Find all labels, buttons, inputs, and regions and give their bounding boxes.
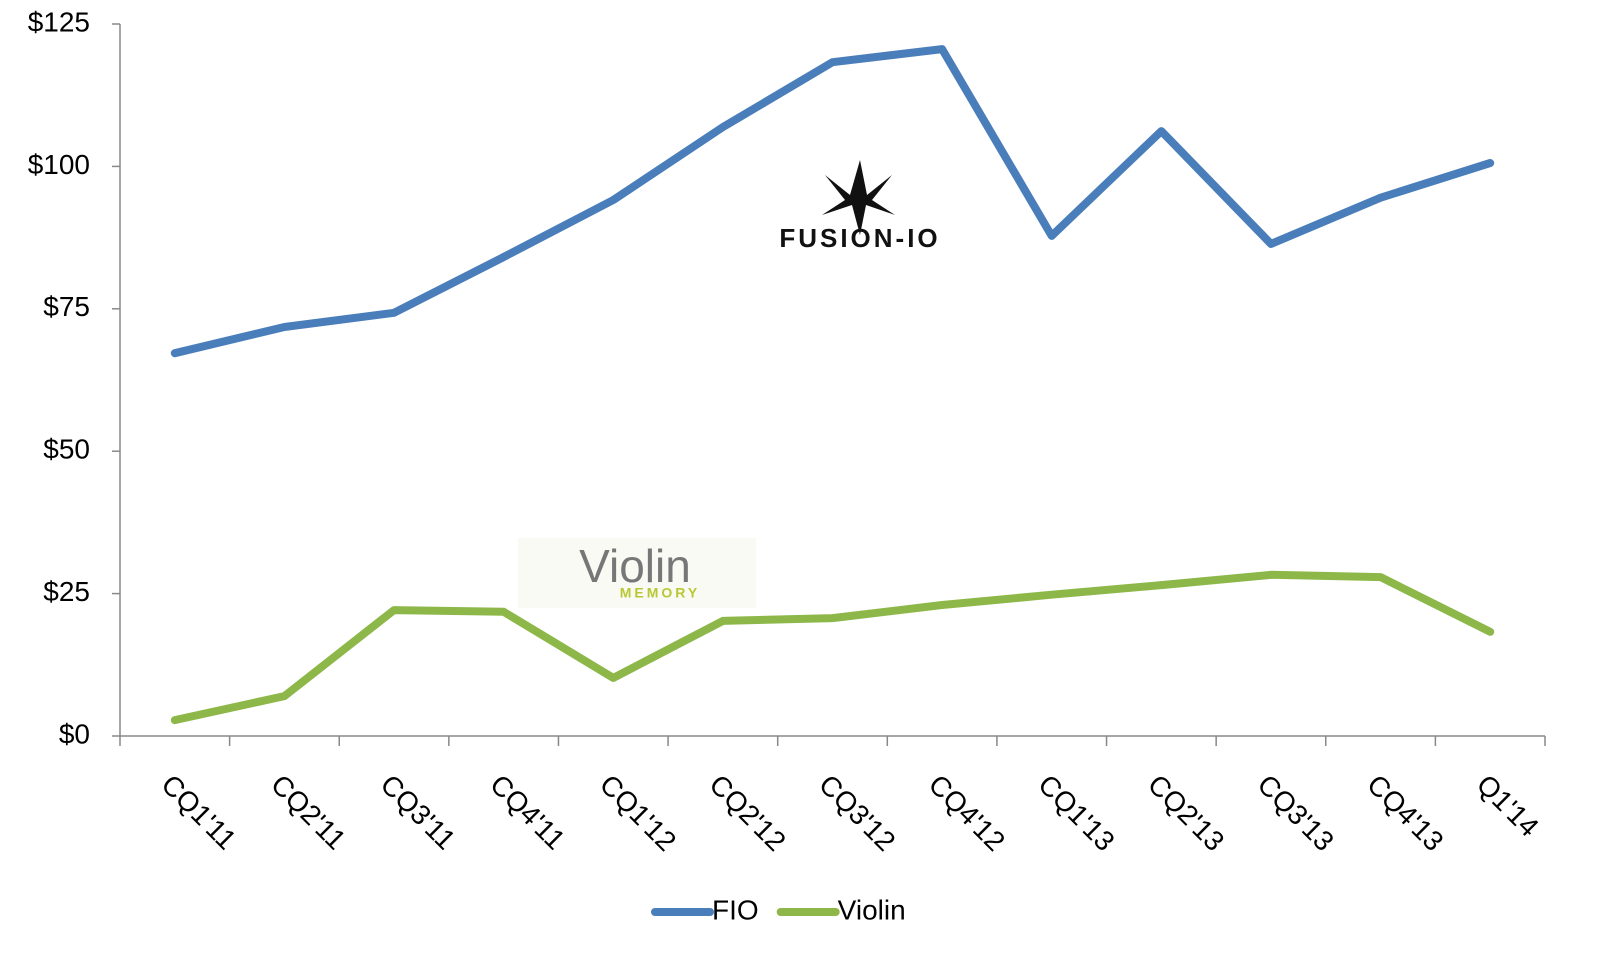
series-line xyxy=(170,570,1495,725)
x-tick-label: CQ3'12 xyxy=(813,769,901,857)
x-tick-label: CQ2'12 xyxy=(703,769,791,857)
x-tick-label: CQ2'13 xyxy=(1142,769,1230,857)
y-tick-label: $100 xyxy=(28,149,90,180)
logo-subtext: MEMORY xyxy=(620,585,700,601)
logo-icon xyxy=(822,160,895,235)
x-tick-label: CQ1'11 xyxy=(155,769,242,856)
x-tick-label: CQ1'13 xyxy=(1032,769,1120,857)
legend-label: FIO xyxy=(712,894,759,925)
y-tick-label: $75 xyxy=(43,291,90,322)
x-tick-label: CQ3'13 xyxy=(1251,769,1339,857)
y-tick-label: $125 xyxy=(28,6,90,37)
x-tick-label: Q1'14 xyxy=(1471,769,1545,843)
logo-text: Violin xyxy=(579,540,691,592)
legend-item: Violin xyxy=(776,894,906,925)
series-line xyxy=(170,45,1495,358)
violin-logo: Violin MEMORY xyxy=(518,538,756,608)
legend-label: Violin xyxy=(838,894,906,925)
fusion-io-logo: FUSION-IO xyxy=(779,160,940,253)
x-tick-label: CQ1'12 xyxy=(594,769,682,857)
x-tick-label: CQ3'11 xyxy=(375,769,462,856)
logo-text: FUSION-IO xyxy=(779,223,940,253)
x-tick-label: CQ4'12 xyxy=(923,769,1011,857)
x-tick-label: CQ4'11 xyxy=(484,769,571,856)
legend-item: FIO xyxy=(651,894,759,925)
x-tick-label: CQ4'13 xyxy=(1361,769,1449,857)
logo-bg xyxy=(518,538,756,608)
y-tick-label: $0 xyxy=(59,718,90,749)
y-tick-label: $50 xyxy=(43,434,90,465)
x-tick-label: CQ2'11 xyxy=(265,769,352,856)
y-tick-label: $25 xyxy=(43,576,90,607)
